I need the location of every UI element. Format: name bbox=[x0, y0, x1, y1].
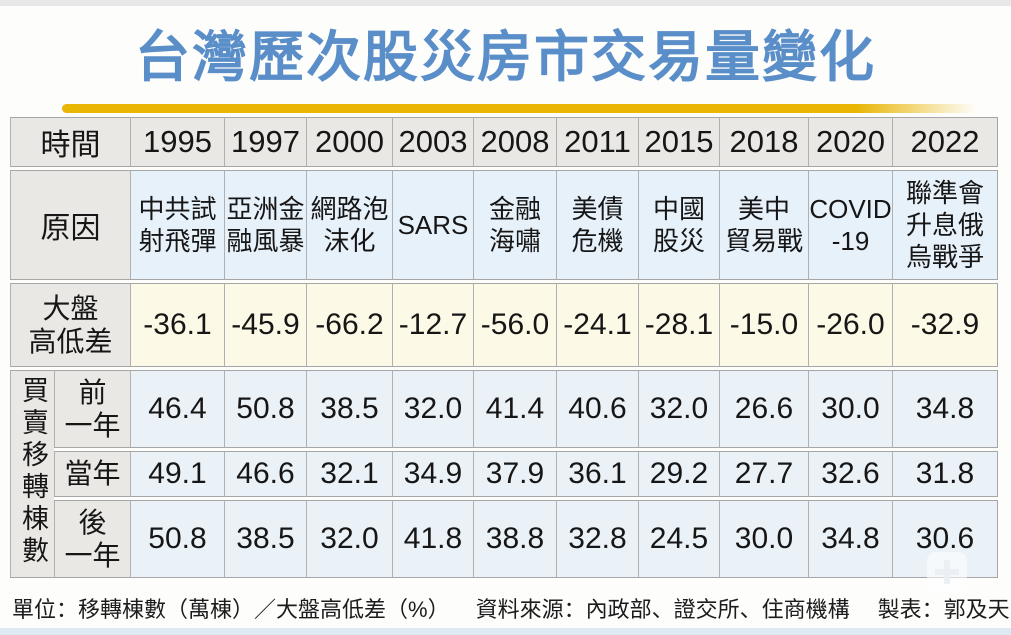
year-cell: 2003 bbox=[392, 117, 473, 167]
volume-cell: 38.8 bbox=[473, 500, 556, 578]
volume-cell: 38.5 bbox=[306, 370, 392, 448]
table-row-volume-prior-year: 買賣移轉棟數 前 一年 46.4 50.8 38.5 32.0 41.4 40.… bbox=[10, 370, 998, 578]
volume-cell: 49.1 bbox=[130, 451, 224, 497]
volume-cell: 34.9 bbox=[392, 451, 473, 497]
volume-cell: 41.4 bbox=[473, 370, 556, 448]
volume-cell: 46.6 bbox=[224, 451, 306, 497]
volume-cell: 32.1 bbox=[306, 451, 392, 497]
row-group-header-transactions: 買賣移轉棟數 bbox=[10, 370, 54, 578]
index-cell: -66.2 bbox=[306, 283, 392, 367]
row-header-same-year: 當年 bbox=[54, 451, 130, 497]
year-cell: 2018 bbox=[719, 117, 808, 167]
reason-cell: 金融 海嘯 bbox=[473, 170, 556, 280]
reason-cell: 美債 危機 bbox=[556, 170, 638, 280]
footer-notes: 單位：移轉棟數（萬棟）／大盤高低差（%） 資料來源：內政部、證交所、住商機構 製… bbox=[12, 592, 1010, 624]
title-underline-bar bbox=[62, 104, 986, 113]
reason-cell: SARS bbox=[392, 170, 473, 280]
volume-cell: 36.1 bbox=[556, 451, 638, 497]
volume-cell: 29.2 bbox=[638, 451, 719, 497]
volume-cell: 38.5 bbox=[224, 500, 306, 578]
row-header-next-year: 後 一年 bbox=[54, 500, 130, 578]
plus-watermark-icon bbox=[927, 552, 967, 592]
source-note: 資料來源：內政部、證交所、住商機構 bbox=[475, 597, 850, 622]
unit-note: 單位：移轉棟數（萬棟）／大盤高低差（%） bbox=[12, 597, 450, 622]
index-cell: -28.1 bbox=[638, 283, 719, 367]
volume-cell: 41.8 bbox=[392, 500, 473, 578]
table-row-volume-same-year: 當年 49.1 46.6 32.1 34.9 37.9 36.1 29.2 27… bbox=[10, 451, 998, 497]
volume-cell: 34.8 bbox=[808, 500, 892, 578]
volume-cell: 50.8 bbox=[130, 500, 224, 578]
year-cell: 2011 bbox=[556, 117, 638, 167]
volume-cell: 46.4 bbox=[130, 370, 224, 448]
index-cell: -32.9 bbox=[892, 283, 998, 367]
reason-cell: 亞洲金 融風暴 bbox=[224, 170, 306, 280]
reason-cell: 網路泡 沫化 bbox=[306, 170, 392, 280]
volume-cell: 26.6 bbox=[719, 370, 808, 448]
volume-cell: 34.8 bbox=[892, 370, 998, 448]
volume-cell: 32.0 bbox=[306, 500, 392, 578]
reason-cell: 聯準會 升息俄 烏戰爭 bbox=[892, 170, 998, 280]
stock-crash-housing-table: 時間 1995 1997 2000 2003 2008 2011 2015 20… bbox=[10, 114, 998, 581]
reason-cell: 中共試 射飛彈 bbox=[130, 170, 224, 280]
year-cell: 1997 bbox=[224, 117, 306, 167]
index-cell: -56.0 bbox=[473, 283, 556, 367]
index-cell: -26.0 bbox=[808, 283, 892, 367]
year-cell: 2008 bbox=[473, 117, 556, 167]
volume-cell: 32.0 bbox=[638, 370, 719, 448]
row-header-time: 時間 bbox=[10, 117, 130, 167]
page-title: 台灣歷次股災房市交易量變化 bbox=[134, 26, 876, 88]
volume-cell: 30.0 bbox=[808, 370, 892, 448]
page-bottom-strip bbox=[0, 628, 1011, 635]
volume-cell: 32.8 bbox=[556, 500, 638, 578]
volume-cell: 24.5 bbox=[638, 500, 719, 578]
index-cell: -12.7 bbox=[392, 283, 473, 367]
volume-cell: 37.9 bbox=[473, 451, 556, 497]
table-row-volume-next-year: 後 一年 50.8 38.5 32.0 41.8 38.8 32.8 24.5 … bbox=[10, 500, 998, 578]
volume-cell: 32.0 bbox=[392, 370, 473, 448]
volume-cell: 27.7 bbox=[719, 451, 808, 497]
volume-cell: 30.0 bbox=[719, 500, 808, 578]
index-cell: -15.0 bbox=[719, 283, 808, 367]
reason-cell: COVID -19 bbox=[808, 170, 892, 280]
year-cell: 2015 bbox=[638, 117, 719, 167]
volume-cell: 50.8 bbox=[224, 370, 306, 448]
credit-note: 製表：郭及天 bbox=[877, 597, 1010, 622]
page-top-strip bbox=[0, 0, 1011, 6]
index-cell: -45.9 bbox=[224, 283, 306, 367]
volume-cell: 40.6 bbox=[556, 370, 638, 448]
year-cell: 2020 bbox=[808, 117, 892, 167]
row-header-index-range: 大盤 高低差 bbox=[10, 283, 130, 367]
table-row-index-range: 大盤 高低差 -36.1 -45.9 -66.2 -12.7 -56.0 -24… bbox=[10, 283, 998, 367]
row-header-prior-year: 前 一年 bbox=[54, 370, 130, 448]
volume-cell: 31.8 bbox=[892, 451, 998, 497]
vertical-label: 買賣移轉棟數 bbox=[18, 375, 48, 568]
reason-cell: 美中 貿易戰 bbox=[719, 170, 808, 280]
table-row-years: 時間 1995 1997 2000 2003 2008 2011 2015 20… bbox=[10, 117, 998, 167]
reason-cell: 中國 股災 bbox=[638, 170, 719, 280]
row-header-reason: 原因 bbox=[10, 170, 130, 280]
year-cell: 1995 bbox=[130, 117, 224, 167]
year-cell: 2022 bbox=[892, 117, 998, 167]
index-cell: -24.1 bbox=[556, 283, 638, 367]
volume-cell: 32.6 bbox=[808, 451, 892, 497]
index-cell: -36.1 bbox=[130, 283, 224, 367]
year-cell: 2000 bbox=[306, 117, 392, 167]
table-row-reasons: 原因 中共試 射飛彈 亞洲金 融風暴 網路泡 沫化 SARS 金融 海嘯 美債 … bbox=[10, 170, 998, 280]
